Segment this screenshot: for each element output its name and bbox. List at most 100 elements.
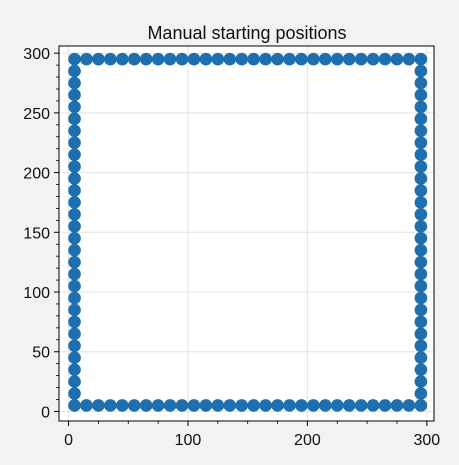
data-point [414, 375, 428, 388]
data-point [354, 399, 368, 412]
data-point [235, 52, 249, 66]
data-point [68, 52, 81, 66]
data-point [187, 52, 201, 66]
data-point [330, 52, 344, 66]
data-point [259, 52, 272, 66]
data-point [68, 88, 81, 102]
data-point [366, 52, 380, 66]
x-tick-label: 0 [64, 432, 73, 449]
data-point [414, 387, 428, 400]
data-point [378, 399, 392, 412]
plot-frame [58, 45, 435, 422]
data-point [211, 399, 225, 412]
data-point [104, 399, 117, 412]
data-point [414, 267, 428, 281]
data-point [402, 399, 416, 412]
data-point [68, 172, 81, 185]
plot-area [59, 46, 434, 421]
data-point [378, 52, 392, 66]
data-point [80, 52, 93, 66]
y-tick-label: 200 [23, 166, 50, 183]
data-point [414, 315, 428, 329]
data-point [414, 88, 428, 102]
data-point [414, 184, 428, 197]
y-tick-label: 50 [32, 345, 50, 362]
data-point [414, 172, 428, 185]
data-point [68, 351, 81, 365]
data-point [68, 160, 81, 173]
data-point [414, 327, 428, 341]
data-point [271, 399, 284, 412]
data-point [223, 52, 237, 66]
data-point [414, 399, 428, 412]
data-point [199, 399, 213, 412]
data-point [223, 399, 237, 412]
data-point [68, 208, 81, 221]
data-point [342, 399, 356, 412]
x-tick-label: 300 [413, 432, 440, 449]
data-point [390, 52, 404, 66]
data-point [259, 399, 272, 412]
data-point [68, 303, 81, 317]
data-point [414, 339, 428, 353]
data-point [68, 64, 81, 78]
data-point [307, 52, 320, 66]
y-tick-label: 150 [23, 225, 50, 242]
data-point [68, 255, 81, 269]
data-point [390, 399, 404, 412]
data-point [151, 52, 165, 66]
data-points [68, 52, 428, 412]
y-tick-label: 0 [41, 404, 50, 421]
data-point [92, 399, 105, 412]
data-point [68, 363, 81, 376]
data-point [127, 52, 141, 66]
data-point [68, 231, 81, 245]
data-point [414, 52, 428, 66]
chart-title: Manual starting positions [147, 23, 346, 43]
data-point [330, 399, 344, 412]
data-point [283, 52, 296, 66]
data-point [414, 160, 428, 173]
data-point [235, 399, 249, 412]
data-point [104, 52, 117, 66]
data-point [68, 184, 81, 197]
data-point [414, 124, 428, 138]
data-point [414, 112, 428, 126]
data-point [295, 399, 308, 412]
data-point [414, 279, 428, 293]
data-point [187, 399, 201, 412]
data-point [139, 399, 153, 412]
data-point [175, 52, 189, 66]
data-point [414, 76, 428, 90]
data-point [342, 52, 356, 66]
data-point [151, 399, 165, 412]
data-point [414, 136, 428, 150]
data-point [68, 327, 81, 341]
data-point [199, 52, 213, 66]
data-point [414, 303, 428, 317]
data-point [68, 387, 81, 400]
data-point [414, 255, 428, 269]
data-point [68, 112, 81, 126]
data-point [68, 399, 81, 412]
data-point [414, 220, 428, 233]
data-point [414, 243, 428, 257]
data-point [68, 291, 81, 305]
data-point [68, 100, 81, 114]
data-point [247, 52, 260, 66]
data-point [414, 291, 428, 305]
x-tick-label: 100 [175, 432, 202, 449]
data-point [175, 399, 189, 412]
data-point [247, 399, 260, 412]
data-point [414, 363, 428, 376]
data-point [68, 375, 81, 388]
data-point [68, 148, 81, 161]
data-point [80, 399, 93, 412]
data-point [414, 64, 428, 78]
data-point [127, 399, 141, 412]
data-point [366, 399, 380, 412]
data-point [211, 52, 225, 66]
data-point [115, 52, 129, 66]
data-point [68, 315, 81, 329]
